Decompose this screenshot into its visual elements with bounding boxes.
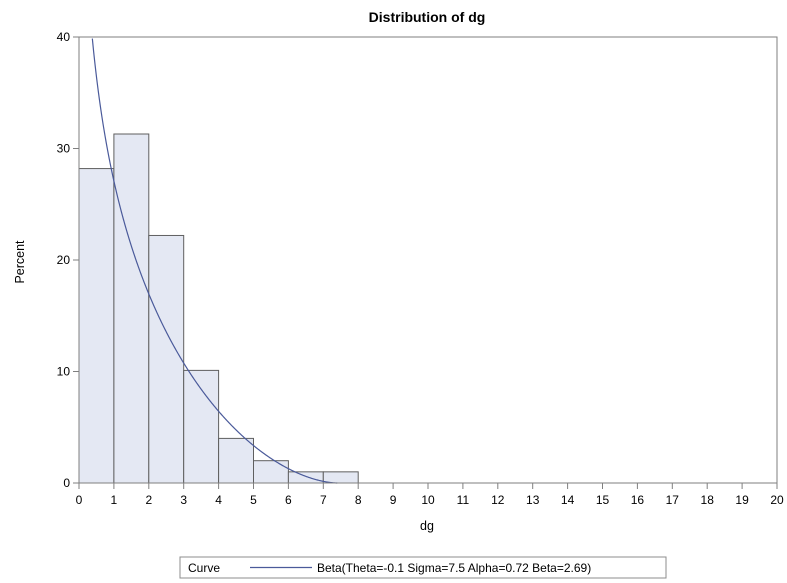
x-tick-label-7: 7 xyxy=(320,493,327,507)
x-tick-label-9: 9 xyxy=(390,493,397,507)
x-tick-label-10: 10 xyxy=(421,493,435,507)
x-tick-label-20: 20 xyxy=(770,493,784,507)
x-axis-label: dg xyxy=(420,519,434,533)
histogram-bar-4 xyxy=(218,437,255,484)
histogram-bar-2 xyxy=(148,234,185,484)
fitted-beta-curve xyxy=(91,38,338,484)
y-tick-label-40: 40 xyxy=(57,30,71,44)
x-tick-label-1: 1 xyxy=(111,493,118,507)
y-tick-label-10: 10 xyxy=(57,365,71,379)
y-tick-label-0: 0 xyxy=(63,476,70,490)
y-tick-label-20: 20 xyxy=(57,253,71,267)
x-tick-label-2: 2 xyxy=(145,493,152,507)
legend-curve-label: Beta(Theta=-0.1 Sigma=7.5 Alpha=0.72 Bet… xyxy=(317,561,591,575)
histogram-bar-7 xyxy=(322,471,359,484)
x-tick-label-17: 17 xyxy=(666,493,680,507)
histogram-bar-0 xyxy=(78,168,115,484)
legend: Curve Beta(Theta=-0.1 Sigma=7.5 Alpha=0.… xyxy=(179,556,667,579)
x-tick-label-6: 6 xyxy=(285,493,292,507)
x-tick-label-19: 19 xyxy=(735,493,749,507)
x-axis: 0 1 2 3 4 5 6 7 8 9 10 11 12 13 14 15 16 17 18 19 20 xyxy=(76,483,784,507)
legend-title: Curve xyxy=(188,561,220,575)
x-tick-label-5: 5 xyxy=(250,493,257,507)
x-tick-label-4: 4 xyxy=(215,493,222,507)
histogram-bar-5 xyxy=(253,460,289,484)
x-tick-label-15: 15 xyxy=(596,493,610,507)
y-axis-label: Percent xyxy=(13,240,27,284)
chart-title: Distribution of dg xyxy=(369,9,486,25)
histogram-bar-3 xyxy=(183,369,220,484)
x-tick-label-18: 18 xyxy=(701,493,715,507)
x-tick-label-3: 3 xyxy=(180,493,187,507)
histogram-bar-1 xyxy=(113,133,150,484)
x-tick-label-0: 0 xyxy=(76,493,83,507)
x-tick-label-8: 8 xyxy=(355,493,362,507)
x-tick-label-11: 11 xyxy=(457,493,470,507)
histogram-bar-6 xyxy=(287,471,324,484)
histogram-bars xyxy=(78,133,359,484)
y-tick-label-30: 30 xyxy=(57,142,71,156)
legend-box xyxy=(179,556,667,579)
fitted-curve-layer xyxy=(91,38,338,484)
x-tick-label-14: 14 xyxy=(561,493,575,507)
x-tick-label-13: 13 xyxy=(526,493,540,507)
x-tick-label-16: 16 xyxy=(631,493,645,507)
x-tick-label-12: 12 xyxy=(491,493,505,507)
y-axis: 0 10 20 30 40 xyxy=(57,30,79,490)
